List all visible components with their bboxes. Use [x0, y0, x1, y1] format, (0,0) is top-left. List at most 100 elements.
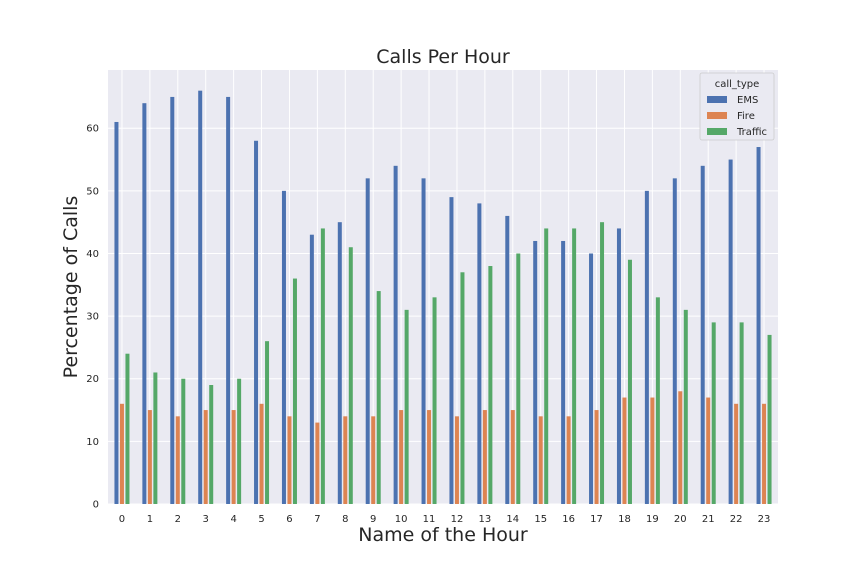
bar-fire-19: [650, 397, 655, 504]
x-tick-label: 9: [370, 514, 376, 525]
y-tick-labels: 0 10 20 30 40 50 60: [86, 124, 99, 511]
x-tick-label: 18: [618, 514, 631, 525]
bar-traffic-12: [460, 272, 465, 504]
bar-fire-1: [147, 410, 152, 504]
bar-ems-7: [309, 234, 314, 504]
bar-ems-3: [198, 90, 203, 505]
bar-fire-23: [762, 403, 767, 504]
legend-swatch-traffic: [707, 128, 727, 135]
x-tick-label: 2: [175, 514, 181, 525]
bar-traffic-17: [600, 222, 605, 504]
bar-fire-9: [371, 416, 376, 504]
x-tick-label: 6: [286, 514, 292, 525]
legend: call_type EMS Fire Traffic: [699, 72, 775, 141]
x-tick-label: 7: [314, 514, 320, 525]
x-tick-label: 20: [674, 514, 687, 525]
bar-fire-20: [678, 391, 683, 504]
x-tick-label: 8: [342, 514, 348, 525]
y-tick-label: 0: [93, 500, 99, 511]
bar-ems-0: [114, 121, 119, 504]
bar-fire-2: [175, 416, 180, 504]
bar-fire-4: [231, 410, 236, 504]
bar-ems-21: [700, 165, 705, 504]
bar-fire-21: [706, 397, 711, 504]
x-tick-label: 11: [423, 514, 436, 525]
bar-traffic-19: [655, 297, 660, 504]
bar-fire-18: [622, 397, 627, 504]
x-tick-label: 0: [119, 514, 125, 525]
plot-area: [108, 70, 778, 504]
bar-traffic-22: [739, 322, 744, 504]
bar-ems-11: [421, 178, 426, 504]
bar-ems-16: [561, 240, 566, 504]
legend-swatch-fire: [707, 112, 727, 119]
y-tick-label: 40: [86, 249, 99, 260]
bar-ems-23: [756, 147, 761, 504]
bar-traffic-21: [711, 322, 716, 504]
bar-ems-12: [449, 197, 454, 504]
bar-fire-8: [343, 416, 348, 504]
bar-fire-0: [119, 403, 124, 504]
x-axis-label: Name of the Hour: [358, 524, 528, 546]
bar-traffic-20: [683, 309, 688, 504]
bar-fire-13: [482, 410, 487, 504]
bar-traffic-8: [348, 247, 353, 504]
bar-ems-20: [672, 178, 677, 504]
x-tick-label: 1: [147, 514, 153, 525]
bar-traffic-9: [376, 291, 381, 504]
bar-fire-16: [566, 416, 571, 504]
bar-fire-22: [734, 403, 739, 504]
bar-ems-5: [254, 140, 259, 504]
bar-ems-13: [477, 203, 482, 505]
x-tick-label: 4: [230, 514, 236, 525]
x-tick-label: 14: [506, 514, 519, 525]
bar-traffic-16: [572, 228, 577, 504]
bar-ems-6: [281, 190, 286, 504]
chart-title: Calls Per Hour: [376, 46, 510, 68]
x-tick-label: 23: [758, 514, 771, 525]
y-tick-label: 10: [86, 437, 99, 448]
y-tick-label: 20: [86, 374, 99, 385]
y-axis-label: Percentage of Calls: [60, 196, 82, 379]
x-tick-label: 19: [646, 514, 659, 525]
x-tick-label: 15: [534, 514, 547, 525]
x-tick-label: 3: [203, 514, 209, 525]
bar-ems-2: [170, 96, 175, 504]
bar-fire-12: [454, 416, 459, 504]
x-tick-labels: 0 1 2 3 4 5 6 7 8 9 10 11 12 13 14 15 16 17 18 19 20 21 22 23: [119, 514, 771, 525]
bar-ems-1: [142, 103, 147, 504]
x-tick-label: 17: [590, 514, 603, 525]
bar-fire-17: [594, 410, 599, 504]
legend-label-traffic: Traffic: [736, 127, 767, 138]
bar-traffic-11: [432, 297, 437, 504]
bar-traffic-3: [209, 385, 214, 504]
x-tick-label: 16: [562, 514, 575, 525]
bar-traffic-18: [627, 259, 632, 504]
x-tick-label: 5: [258, 514, 264, 525]
bar-fire-10: [399, 410, 404, 504]
legend-box: [699, 72, 775, 141]
legend-label-ems: EMS: [737, 95, 758, 106]
bar-ems-8: [337, 222, 342, 504]
bar-traffic-13: [488, 266, 493, 504]
bar-fire-15: [538, 416, 543, 504]
bar-ems-22: [728, 159, 733, 505]
bar-ems-18: [616, 228, 621, 504]
legend-items: EMS Fire Traffic: [707, 95, 767, 138]
x-tick-label: 22: [730, 514, 743, 525]
bar-traffic-5: [265, 341, 270, 504]
bar-ems-17: [589, 253, 594, 504]
bar-traffic-15: [544, 228, 549, 504]
legend-title: call_type: [715, 79, 760, 90]
y-tick-label: 60: [86, 124, 99, 135]
bar-ems-9: [365, 178, 370, 504]
x-tick-label: 10: [395, 514, 408, 525]
x-tick-label: 21: [702, 514, 715, 525]
y-tick-label: 50: [86, 186, 99, 197]
bar-ems-15: [533, 240, 538, 504]
bar-fire-11: [427, 410, 432, 504]
bars: [114, 90, 772, 505]
bar-traffic-6: [292, 278, 297, 504]
bar-traffic-14: [516, 253, 521, 504]
